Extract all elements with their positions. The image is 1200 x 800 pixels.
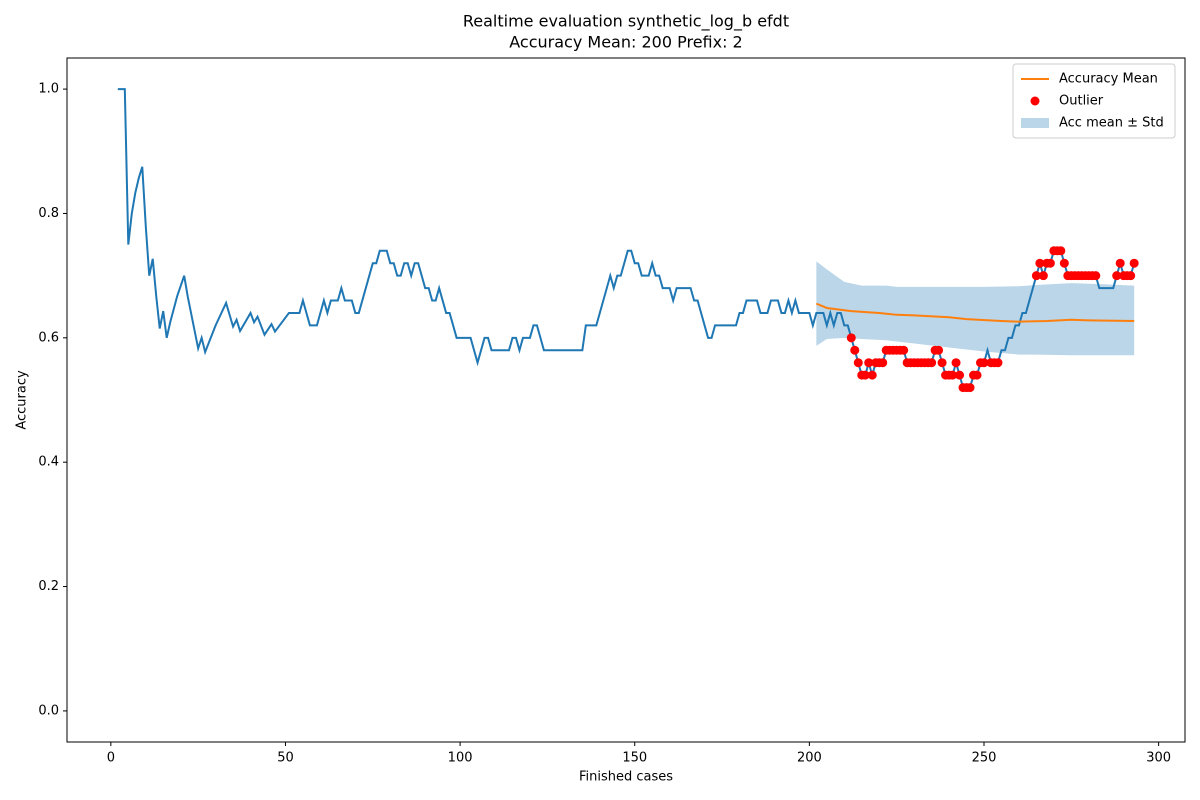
x-tick-label: 300	[1146, 751, 1171, 766]
outlier-point	[867, 370, 877, 380]
plot-area	[117, 88, 1139, 393]
outlier-point	[878, 358, 888, 368]
y-axis-label: Accuracy	[15, 370, 30, 430]
outlier-point	[1056, 246, 1066, 256]
line	[117, 88, 1136, 389]
outlier-point	[1115, 258, 1125, 268]
axes-frame	[66, 57, 1186, 743]
outlier-point	[860, 370, 870, 380]
outlier-point	[1038, 271, 1048, 281]
outlier-point	[937, 358, 947, 368]
outlier-point	[1045, 258, 1055, 268]
x-tick-label: 0	[107, 751, 115, 766]
outlier-point	[993, 358, 1003, 368]
outlier-point	[972, 370, 982, 380]
outlier-point	[1129, 258, 1139, 268]
outlier-point	[853, 358, 863, 368]
legend-label: Outlier	[1059, 94, 1104, 109]
outlier-point	[1035, 258, 1045, 268]
outlier-point	[948, 370, 958, 380]
outlier-point	[955, 370, 965, 380]
chart-title: Realtime evaluation synthetic_log_b efdt	[463, 12, 789, 32]
x-tick-label: 100	[448, 751, 473, 766]
outlier-point	[979, 358, 989, 368]
x-tick-label: 200	[797, 751, 822, 766]
outlier-point	[1091, 271, 1101, 281]
outlier-point	[965, 383, 975, 393]
outlier-point	[899, 345, 909, 355]
y-tick-label: 0.6	[38, 330, 59, 345]
x-tick-label: 150	[622, 751, 647, 766]
x-axis-label: Finished cases	[579, 770, 673, 785]
y-tick-label: 0.4	[38, 455, 59, 470]
outlier-point	[846, 333, 856, 343]
std-band	[816, 261, 1135, 356]
outlier-point	[951, 358, 961, 368]
legend: Accuracy Mean Outlier Acc mean ± Std	[1012, 63, 1176, 139]
outlier-point	[864, 358, 874, 368]
legend-swatch	[1030, 96, 1040, 106]
legend-box	[1012, 63, 1176, 139]
legend-label: Acc mean ± Std	[1059, 116, 1164, 131]
outlier-point	[1031, 271, 1041, 281]
x-tick-label: 250	[972, 751, 997, 766]
outlier-point	[850, 345, 860, 355]
outlier-point	[1059, 258, 1069, 268]
legend-label: Accuracy Mean	[1059, 72, 1158, 87]
x-tick-label: 50	[277, 751, 294, 766]
chart-subtitle: Accuracy Mean: 200 Prefix: 2	[509, 33, 742, 52]
outlier-point	[934, 345, 944, 355]
y-tick-label: 0.0	[38, 703, 59, 718]
line	[815, 302, 1135, 323]
outlier-point	[1112, 271, 1122, 281]
y-tick-label: 0.2	[38, 579, 59, 594]
y-tick-label: 0.8	[38, 206, 59, 221]
legend-swatch	[1021, 118, 1049, 128]
outlier-point	[927, 358, 937, 368]
outlier-point	[1126, 271, 1136, 281]
y-tick-label: 1.0	[38, 82, 59, 97]
